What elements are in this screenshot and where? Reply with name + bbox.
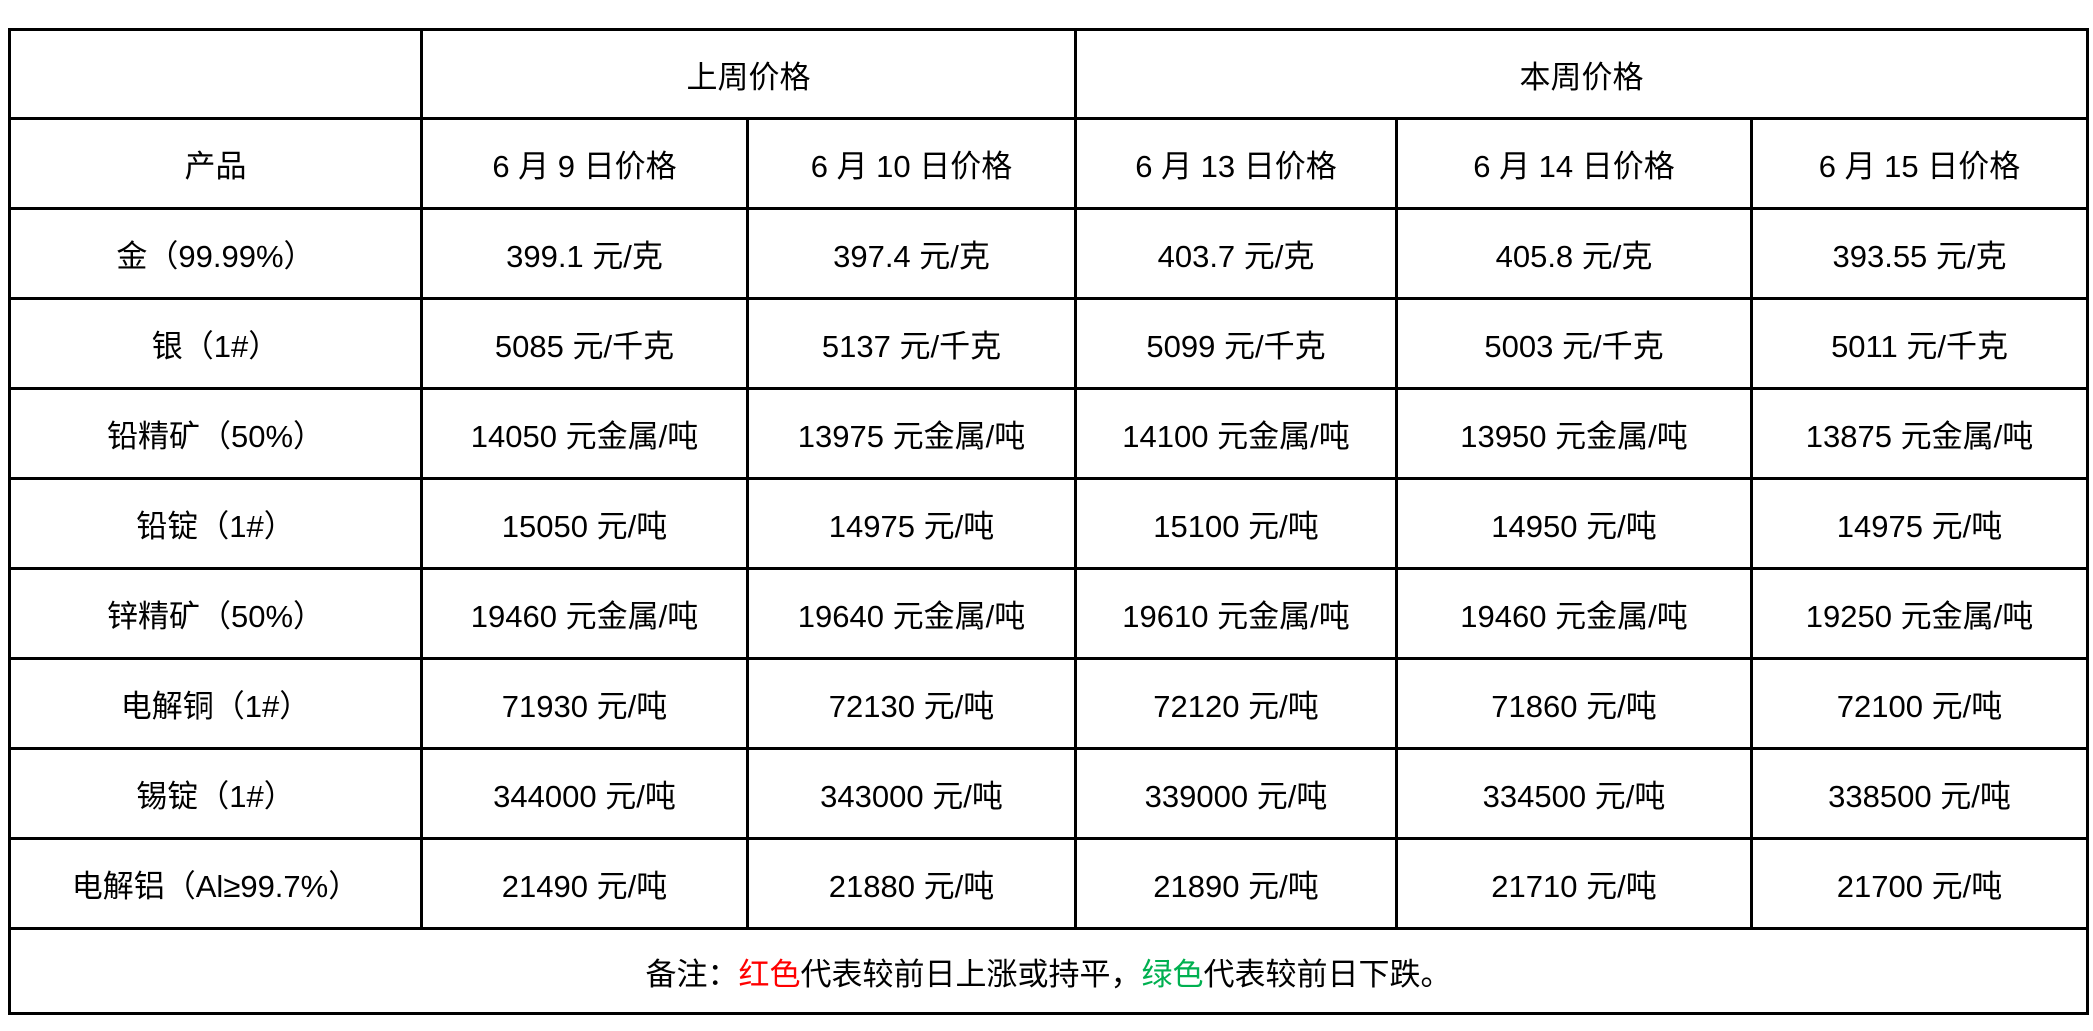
- price-cell: 344000 元/吨: [420, 747, 749, 840]
- empty-corner-cell: [8, 28, 423, 120]
- product-name-cell: 电解铝（Al≥99.7%）: [8, 837, 423, 930]
- price-cell: 14975 元/吨: [1749, 477, 2090, 570]
- price-cell: 19250 元金属/吨: [1749, 567, 2090, 660]
- date-header-jun14: 6 月 14 日价格: [1395, 117, 1753, 210]
- price-cell: 5011 元/千克: [1749, 297, 2090, 390]
- note-cell: 备注：红色代表较前日上涨或持平，绿色代表较前日下跌。: [7, 927, 2090, 1015]
- note-green-description: 代表较前日下跌。: [1203, 956, 1452, 992]
- price-cell: 339000 元/吨: [1074, 747, 1398, 840]
- price-cell: 15100 元/吨: [1074, 477, 1398, 570]
- date-header-jun13: 6 月 13 日价格: [1074, 117, 1398, 210]
- table-row: 锌精矿（50%） 19460 元金属/吨 19640 元金属/吨 19610 元金属/…: [8, 567, 2090, 660]
- price-cell: 14950 元/吨: [1395, 477, 1753, 570]
- week-header-row: 上周价格 本周价格: [8, 28, 2090, 120]
- price-cell: 72120 元/吨: [1074, 657, 1398, 750]
- table-row: 铅精矿（50%） 14050 元金属/吨 13975 元金属/吨 14100 元金属/…: [8, 387, 2090, 480]
- price-cell: 13975 元金属/吨: [746, 387, 1077, 480]
- product-name-cell: 铅精矿（50%）: [8, 387, 423, 480]
- product-name-cell: 银（1#）: [8, 297, 423, 390]
- note-label: 备注：: [645, 956, 739, 992]
- note-green-term: 绿色: [1141, 956, 1204, 992]
- metal-price-table: 上周价格 本周价格 产品 6 月 9 日价格 6 月 10 日价格 6 月 13…: [7, 28, 2090, 1015]
- date-header-jun15: 6 月 15 日价格: [1749, 117, 2090, 210]
- price-cell: 72100 元/吨: [1749, 657, 2090, 750]
- price-cell: 397.4 元/克: [746, 207, 1077, 300]
- product-column-header: 产品: [8, 117, 423, 210]
- price-cell: 14100 元金属/吨: [1074, 387, 1398, 480]
- price-cell: 13950 元金属/吨: [1395, 387, 1753, 480]
- price-cell: 71930 元/吨: [420, 657, 749, 750]
- price-cell: 5085 元/千克: [420, 297, 749, 390]
- this-week-header: 本周价格: [1073, 28, 2090, 120]
- price-cell: 21710 元/吨: [1395, 837, 1753, 930]
- table-row: 铅锭（1#） 15050 元/吨 14975 元/吨 15100 元/吨 14950 元…: [8, 477, 2090, 570]
- price-cell: 405.8 元/克: [1395, 207, 1753, 300]
- price-cell: 334500 元/吨: [1395, 747, 1753, 840]
- price-cell: 15050 元/吨: [420, 477, 749, 570]
- price-cell: 21700 元/吨: [1749, 837, 2090, 930]
- note-red-description: 代表较前日上涨或持平，: [800, 956, 1142, 992]
- table-row: 电解铝（Al≥99.7%） 21490 元/吨 21880 元/吨 21890 元/吨…: [8, 837, 2090, 930]
- price-cell: 13875 元金属/吨: [1749, 387, 2090, 480]
- table-row: 银（1#） 5085 元/千克 5137 元/千克 5099 元/千克 5003 元/千…: [8, 297, 2090, 390]
- price-cell: 343000 元/吨: [746, 747, 1077, 840]
- price-cell: 21490 元/吨: [420, 837, 749, 930]
- table-row: 锡锭（1#） 344000 元/吨 343000 元/吨 339000 元/吨 3345…: [8, 747, 2090, 840]
- price-cell: 14975 元/吨: [746, 477, 1077, 570]
- price-cell: 21890 元/吨: [1074, 837, 1398, 930]
- table-row: 金（99.99%） 399.1 元/克 397.4 元/克 403.7 元/克 405.…: [8, 207, 2090, 300]
- date-header-jun9: 6 月 9 日价格: [420, 117, 749, 210]
- price-cell: 21880 元/吨: [746, 837, 1077, 930]
- price-cell: 14050 元金属/吨: [420, 387, 749, 480]
- metal-price-table-container: 上周价格 本周价格 产品 6 月 9 日价格 6 月 10 日价格 6 月 13…: [7, 28, 2090, 1015]
- product-name-cell: 锌精矿（50%）: [8, 567, 423, 660]
- product-name-cell: 金（99.99%）: [8, 207, 423, 300]
- price-cell: 19460 元金属/吨: [1395, 567, 1753, 660]
- last-week-header: 上周价格: [420, 28, 1077, 120]
- product-name-cell: 锡锭（1#）: [8, 747, 423, 840]
- price-cell: 19460 元金属/吨: [420, 567, 749, 660]
- price-cell: 403.7 元/克: [1074, 207, 1398, 300]
- price-cell: 19610 元金属/吨: [1074, 567, 1398, 660]
- price-cell: 393.55 元/克: [1749, 207, 2090, 300]
- price-cell: 399.1 元/克: [420, 207, 749, 300]
- note-row: 备注：红色代表较前日上涨或持平，绿色代表较前日下跌。: [7, 927, 2090, 1015]
- price-cell: 5003 元/千克: [1395, 297, 1753, 390]
- price-cell: 19640 元金属/吨: [746, 567, 1077, 660]
- price-cell: 5137 元/千克: [746, 297, 1077, 390]
- date-header-jun10: 6 月 10 日价格: [746, 117, 1077, 210]
- product-name-cell: 电解铜（1#）: [8, 657, 423, 750]
- price-cell: 338500 元/吨: [1749, 747, 2090, 840]
- price-rows-body: 金（99.99%） 399.1 元/克 397.4 元/克 403.7 元/克 405.…: [8, 207, 2090, 930]
- note-red-term: 红色: [738, 956, 801, 992]
- price-cell: 72130 元/吨: [746, 657, 1077, 750]
- date-header-row: 产品 6 月 9 日价格 6 月 10 日价格 6 月 13 日价格 6 月 1…: [8, 117, 2090, 210]
- price-cell: 71860 元/吨: [1395, 657, 1753, 750]
- table-row: 电解铜（1#） 71930 元/吨 72130 元/吨 72120 元/吨 71860 …: [8, 657, 2090, 750]
- price-cell: 5099 元/千克: [1074, 297, 1398, 390]
- product-name-cell: 铅锭（1#）: [8, 477, 423, 570]
